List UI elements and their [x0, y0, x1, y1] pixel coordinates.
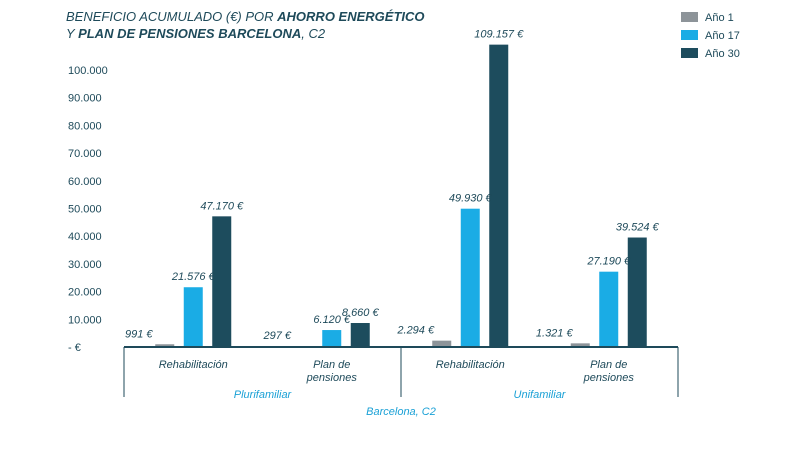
data-label: 27.190 €	[586, 256, 631, 268]
y-tick-label: 50.000	[68, 204, 102, 216]
x-category-label-line: Rehabilitación	[159, 359, 228, 371]
y-tick-label: 20.000	[68, 287, 102, 299]
chart-title: BENEFICIO ACUMULADO (€) POR AHORRO ENERG…	[66, 9, 425, 41]
bar	[599, 271, 619, 347]
bar	[432, 340, 452, 347]
legend-swatch	[681, 30, 698, 40]
bar	[350, 323, 370, 347]
data-label: 109.157 €	[474, 29, 524, 41]
x-category-label-line: Rehabilitación	[436, 359, 505, 371]
data-label: 991 €	[125, 328, 153, 340]
legend-swatch	[681, 48, 698, 58]
x-category-label-line: pensiones	[583, 372, 635, 384]
data-label: 297 €	[262, 330, 291, 342]
data-label: 39.524 €	[616, 222, 660, 234]
bars	[155, 44, 647, 348]
data-label: 49.930 €	[449, 193, 493, 205]
legend-label: Año 17	[705, 30, 740, 42]
bar	[322, 330, 342, 347]
bar	[489, 44, 509, 348]
y-tick-label: - €	[68, 342, 81, 354]
legend-swatch	[681, 12, 698, 22]
x-axis: Rehabilitación Plan de pensionesRehabilita…	[123, 346, 679, 418]
x-category-label-line: Plan de	[590, 359, 627, 371]
data-label: 21.576 €	[171, 271, 216, 283]
y-tick-label: 80.000	[68, 120, 102, 132]
chart-title-line-1: BENEFICIO ACUMULADO (€) POR AHORRO ENERG…	[66, 9, 425, 24]
data-label: 1.321 €	[536, 327, 574, 339]
bar	[183, 287, 203, 347]
y-tick-label: 60.000	[68, 176, 102, 188]
bar	[570, 343, 590, 347]
data-labels: 991 € 21.576 € 47.170 € 297 € 6.120 €8.660 €…	[125, 29, 660, 343]
bar	[460, 208, 480, 347]
y-axis: - € 10.000 20.000 30.000 40.000 50.000 60.000 7…	[68, 65, 108, 354]
y-tick-label: 90.000	[68, 93, 102, 105]
x-category-label: Rehabilitación	[159, 359, 228, 371]
x-group-label: Plurifamiliar	[234, 389, 293, 401]
bar	[155, 344, 175, 347]
x-category-label-line: pensiones	[306, 372, 358, 384]
data-label: 8.660 €	[342, 307, 380, 319]
bar	[212, 216, 232, 347]
legend-label: Año 1	[705, 12, 734, 24]
y-tick-label: 40.000	[68, 231, 102, 243]
data-label: 47.170 €	[200, 200, 244, 212]
legend: Año 1 Año 17 Año 30	[681, 12, 740, 60]
x-group-label: Unifamiliar	[514, 389, 567, 401]
y-tick-label: 10.000	[68, 314, 102, 326]
y-tick-label: 70.000	[68, 148, 102, 160]
legend-label: Año 30	[705, 48, 740, 60]
data-label: 2.294 €	[396, 325, 435, 337]
bar	[627, 237, 647, 347]
y-tick-label: 30.000	[68, 259, 102, 271]
x-category-label-line: Plan de	[313, 359, 350, 371]
x-category-label: Plan de pensiones	[583, 359, 635, 384]
x-category-label: Plan de pensiones	[306, 359, 358, 384]
chart-title-line-2: Y PLAN DE PENSIONES BARCELONA, C2	[66, 26, 326, 41]
y-tick-label: 100.000	[68, 65, 108, 77]
x-category-label: Rehabilitación	[436, 359, 505, 371]
x-outer-label: Barcelona, C2	[366, 406, 436, 418]
data-label: 6.120 €	[313, 314, 351, 326]
